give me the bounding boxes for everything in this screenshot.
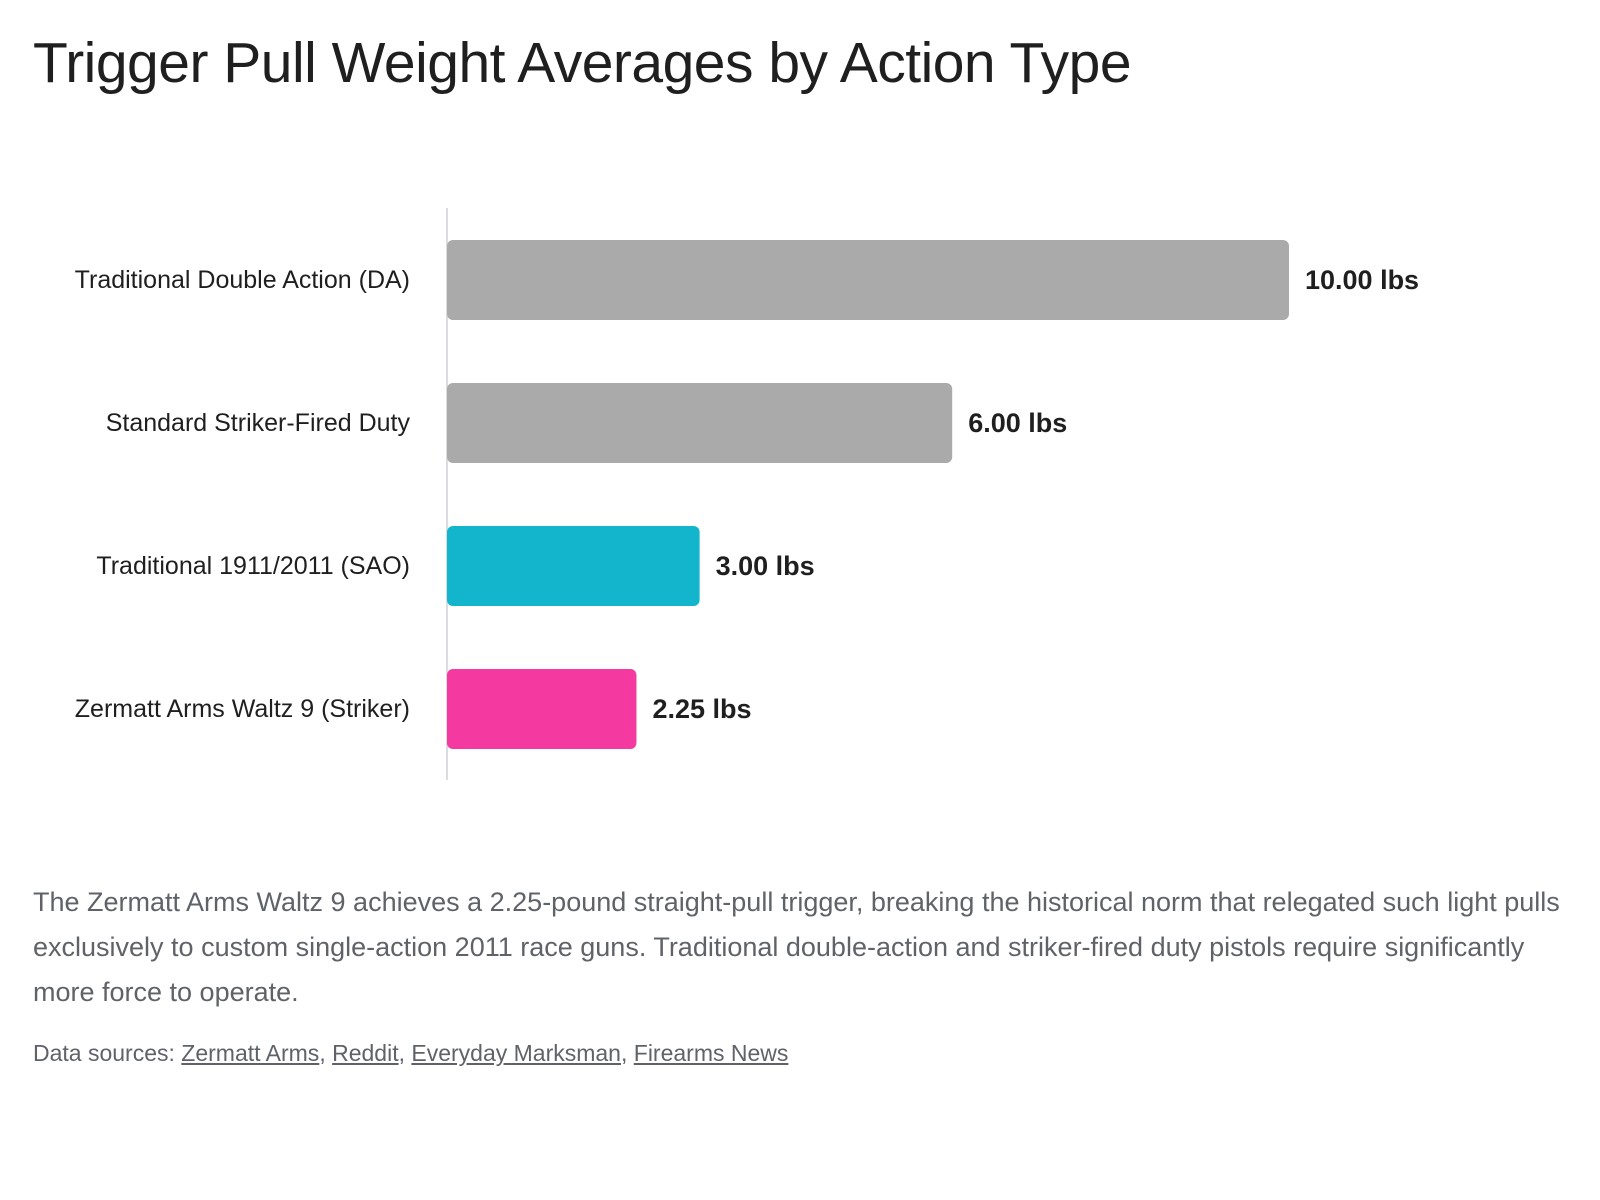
source-link-reddit[interactable]: Reddit [332, 1040, 399, 1066]
sources-separator: , [398, 1040, 412, 1066]
bar-chart: Traditional Double Action (DA) 10.00 lbs S… [75, 208, 1419, 780]
source-link-firearms-news[interactable]: Firearms News [633, 1040, 789, 1066]
chart-description: The Zermatt Arms Waltz 9 achieves a 2.25… [33, 887, 1560, 1007]
value-label-standard-striker: 6.00 lbs [968, 408, 1067, 438]
source-link-everyday-marksman[interactable]: Everyday Marksman [411, 1040, 621, 1066]
bar-traditional-1911 [447, 526, 700, 606]
source-link-zermatt-arms[interactable]: Zermatt Arms [181, 1040, 320, 1066]
bar-traditional-da [447, 240, 1289, 320]
sources-prefix: Data sources: [33, 1040, 182, 1066]
category-label-zermatt-waltz-9: Zermatt Arms Waltz 9 (Striker) [75, 695, 410, 723]
sources-separator: , [319, 1040, 333, 1066]
value-label-zermatt-waltz-9: 2.25 lbs [652, 694, 751, 724]
sources-separator: , [620, 1040, 634, 1066]
bar-standard-striker [447, 383, 953, 463]
chart-title: Trigger Pull Weight Averages by Action T… [33, 31, 1132, 95]
data-sources: Data sources: Zermatt Arms, Reddit, Ever… [33, 1040, 788, 1067]
value-label-traditional-1911: 3.00 lbs [716, 551, 815, 581]
category-label-traditional-da: Traditional Double Action (DA) [75, 266, 410, 294]
value-label-traditional-da: 10.00 lbs [1305, 265, 1419, 295]
category-label-standard-striker: Standard Striker-Fired Duty [106, 409, 411, 437]
bar-zermatt-waltz-9 [447, 669, 637, 749]
category-label-traditional-1911: Traditional 1911/2011 (SAO) [96, 552, 410, 580]
